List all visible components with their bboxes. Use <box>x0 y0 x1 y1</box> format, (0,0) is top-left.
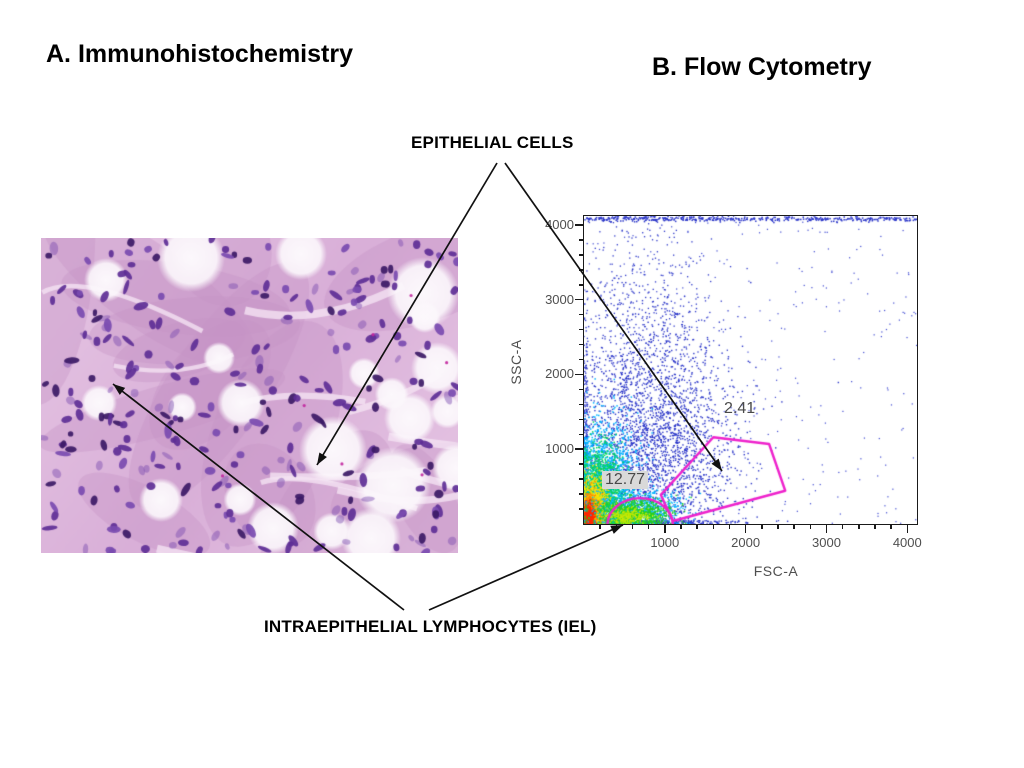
iel-gate-percentage: 12.77 <box>602 471 649 489</box>
y-tick-mark <box>579 254 583 256</box>
y-tick-mark <box>579 403 583 406</box>
y-tick-mark <box>575 298 583 301</box>
epithelial-cells-label: EPITHELIAL CELLS <box>411 133 574 152</box>
x-tick-label: 3000 <box>812 535 841 550</box>
x-tick-mark <box>680 525 682 529</box>
x-tick-mark <box>696 525 698 529</box>
x-tick-mark <box>890 525 892 529</box>
x-tick-mark <box>728 525 731 529</box>
y-tick-mark <box>579 418 583 421</box>
x-tick-mark <box>712 525 715 529</box>
flow-cytometry-plot: 1000 2000 3000 4000 1000 2000 3000 4000 SSC-A F… <box>504 210 944 600</box>
y-tick-mark <box>579 269 583 271</box>
x-tick-mark <box>761 525 763 529</box>
y-tick-mark <box>579 284 583 286</box>
epithelial-gate-percentage: 2.41 <box>724 400 756 417</box>
y-tick-mark <box>579 239 583 241</box>
y-tick-mark <box>579 433 583 436</box>
x-tick-mark <box>777 525 779 529</box>
x-tick-label: 4000 <box>892 535 922 550</box>
x-tick-label: 1000 <box>650 535 680 550</box>
y-tick-mark <box>579 508 583 510</box>
x-axis-label: FSC-A <box>753 563 799 579</box>
x-tick-mark <box>793 525 795 529</box>
y-tick-mark <box>579 478 583 480</box>
y-tick-mark <box>579 493 583 495</box>
x-tick-mark <box>615 525 618 529</box>
x-tick-mark <box>664 525 666 533</box>
y-tick-mark <box>575 448 583 450</box>
x-tick-mark <box>906 525 909 533</box>
panel-b-title: B. Flow Cytometry <box>652 53 872 81</box>
y-tick-label: 4000 <box>545 216 574 232</box>
y-tick-mark <box>575 224 583 226</box>
y-tick-mark <box>575 373 583 376</box>
x-tick-mark <box>874 525 876 529</box>
y-tick-mark <box>579 463 583 465</box>
y-tick-mark <box>579 328 583 331</box>
y-tick-mark <box>579 343 583 346</box>
y-tick-mark <box>579 358 583 361</box>
iel-label: INTRAEPITHELIAL LYMPHOCYTES (IEL) <box>264 617 597 636</box>
x-tick-mark <box>825 525 828 533</box>
y-tick-mark <box>579 313 583 316</box>
y-axis-label: SSC-A <box>508 339 524 385</box>
x-tick-label: 2000 <box>731 535 761 550</box>
x-tick-mark <box>809 525 812 529</box>
x-tick-mark <box>599 525 601 529</box>
y-tick-label: 1000 <box>545 441 574 457</box>
immunohistochemistry-micrograph <box>41 238 458 553</box>
x-tick-mark <box>858 525 860 529</box>
x-tick-mark <box>631 525 634 529</box>
y-tick-label: 3000 <box>545 291 574 307</box>
x-tick-mark <box>647 525 650 529</box>
y-tick-mark <box>579 388 583 391</box>
x-tick-mark <box>744 525 747 533</box>
panel-a-title: A. Immunohistochemistry <box>46 40 353 68</box>
x-tick-mark <box>841 525 844 529</box>
